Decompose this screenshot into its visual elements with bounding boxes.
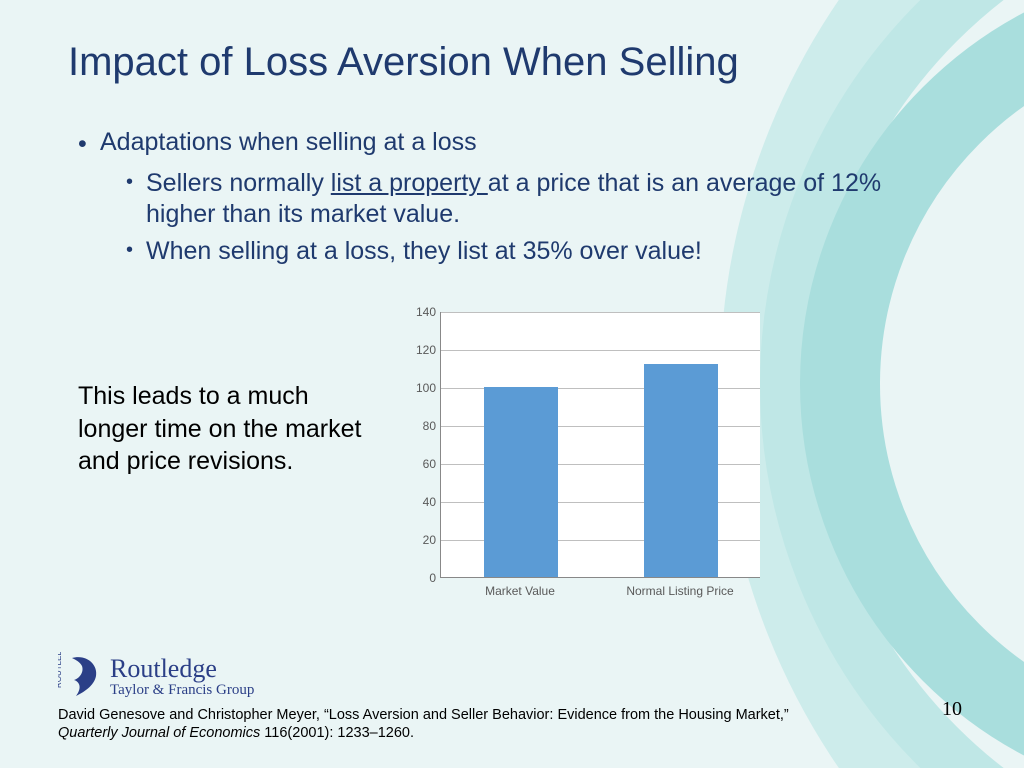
chart-y-tick-label: 60: [402, 457, 436, 471]
chart-plot-area: [440, 312, 760, 578]
chart-bar: [484, 387, 558, 577]
side-note: This leads to a much longer time on the …: [78, 380, 378, 478]
bullet-main-text: Adaptations when selling at a loss: [100, 128, 477, 156]
bar-chart: 0 20 40 60 80 100 120 140 Market ValueNormal Lis…: [398, 302, 768, 616]
chart-x-tick-label: Market Value: [440, 584, 600, 598]
bullet-dot-icon: •: [78, 130, 87, 159]
page-number: 10: [942, 698, 962, 721]
publisher-logo: ROUTLEDGE Routledge Taylor & Francis Gro…: [58, 652, 254, 700]
routledge-head-icon: ROUTLEDGE: [58, 652, 100, 700]
slide: Impact of Loss Aversion When Selling • A…: [0, 0, 1024, 768]
chart-y-tick-label: 40: [402, 495, 436, 509]
citation: David Genesove and Christopher Meyer, “L…: [58, 706, 984, 742]
logo-brand: Routledge: [110, 654, 254, 684]
chart-y-tick-label: 20: [402, 533, 436, 547]
chart-y-tick-label: 120: [402, 343, 436, 357]
sub1-link[interactable]: list a property: [331, 169, 488, 197]
chart-bar: [644, 364, 718, 577]
logo-tagline: Taylor & Francis Group: [110, 682, 254, 699]
citation-line1: David Genesove and Christopher Meyer, “L…: [58, 707, 789, 723]
sub1-part-a: Sellers normally: [146, 169, 331, 197]
chart-y-tick-label: 0: [402, 571, 436, 585]
citation-journal: Quarterly Journal of Economics: [58, 725, 260, 741]
svg-text:ROUTLEDGE: ROUTLEDGE: [58, 652, 63, 688]
bullet-dot-icon: •: [126, 238, 133, 263]
bullet-sub-2: • When selling at a loss, they list at 3…: [146, 236, 906, 267]
bullet-dot-icon: •: [126, 170, 133, 195]
chart-y-tick-label: 140: [402, 305, 436, 319]
chart-gridline: [441, 350, 760, 351]
chart-y-tick-label: 80: [402, 419, 436, 433]
sub2-text: When selling at a loss, they list at 35%…: [146, 237, 702, 265]
chart-y-tick-label: 100: [402, 381, 436, 395]
chart-gridline: [441, 312, 760, 313]
citation-tail: 116(2001): 1233–1260.: [260, 725, 414, 741]
bullet-sub-1: • Sellers normally list a property at a …: [146, 168, 906, 231]
chart-x-tick-label: Normal Listing Price: [600, 584, 760, 598]
slide-title: Impact of Loss Aversion When Selling: [68, 40, 739, 85]
publisher-logo-text: Routledge Taylor & Francis Group: [110, 654, 254, 699]
bullet-main: • Adaptations when selling at a loss: [100, 128, 944, 157]
